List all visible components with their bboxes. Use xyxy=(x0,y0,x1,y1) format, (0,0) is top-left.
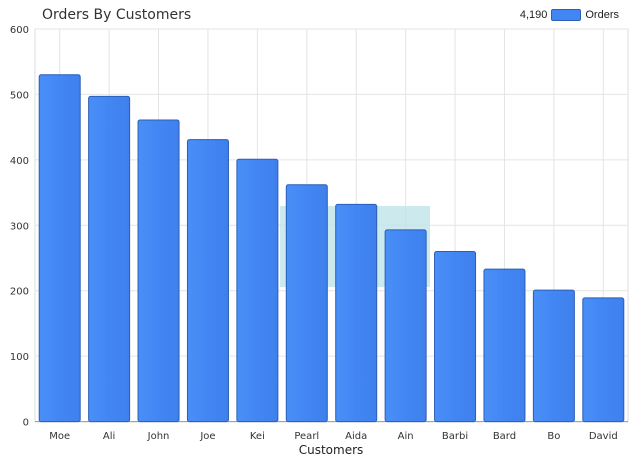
y-tick-label: 200 xyxy=(10,287,29,298)
x-tick-label: Barbi xyxy=(442,431,468,442)
y-tick-label: 100 xyxy=(10,352,29,363)
legend[interactable]: 4,190 Orders xyxy=(520,9,619,21)
bar-bard xyxy=(483,268,526,423)
x-tick-label: Joe xyxy=(199,431,215,442)
y-tick-label: 0 xyxy=(23,418,29,429)
bar-kei xyxy=(236,158,279,423)
x-axis-title: Customers xyxy=(299,443,364,457)
chart-title: Orders By Customers xyxy=(42,7,192,23)
bar-aida xyxy=(335,203,378,423)
legend-total: 4,190 xyxy=(519,9,548,21)
bar-john xyxy=(137,119,180,423)
bar-david xyxy=(582,297,625,423)
y-tick-label: 400 xyxy=(10,156,29,167)
bar-bo xyxy=(532,289,575,423)
bar-moe xyxy=(38,74,81,423)
x-tick-label: Bo xyxy=(547,431,560,442)
x-tick-label: Bard xyxy=(493,431,516,442)
y-tick-label: 600 xyxy=(10,25,29,36)
bar-barbi xyxy=(434,250,477,423)
x-tick-label: Aida xyxy=(345,431,367,442)
x-tick-label: John xyxy=(147,431,170,442)
bar-ain xyxy=(384,229,427,423)
legend-label: Orders xyxy=(585,9,619,21)
bar-pearl xyxy=(285,184,328,423)
legend-swatch xyxy=(551,9,582,21)
x-tick-label: Kei xyxy=(250,431,265,442)
x-tick-label: David xyxy=(589,431,618,442)
x-tick-label: Pearl xyxy=(294,431,319,442)
bar-joe xyxy=(186,139,229,423)
x-tick-label: Ali xyxy=(103,431,115,442)
bar-ali xyxy=(88,95,131,423)
y-tick-label: 300 xyxy=(10,221,29,232)
x-tick-label: Ain xyxy=(398,431,414,442)
y-tick-label: 500 xyxy=(10,90,29,101)
x-tick-label: Moe xyxy=(49,431,70,442)
